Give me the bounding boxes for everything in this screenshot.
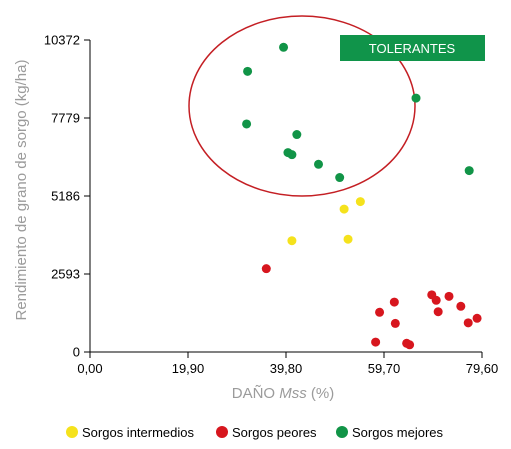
data-point xyxy=(472,313,482,323)
data-point xyxy=(389,297,399,307)
data-point xyxy=(292,130,302,140)
y-tick-label: 2593 xyxy=(51,267,80,282)
x-ticks: 0,00 19,90 39,80 59,70 79,60 xyxy=(77,352,498,376)
data-point xyxy=(390,318,400,328)
data-point xyxy=(371,337,381,347)
x-tick-label: 19,90 xyxy=(172,361,205,376)
data-point xyxy=(411,93,421,103)
legend: Sorgos intermedios Sorgos peores Sorgos me… xyxy=(66,425,444,440)
data-point xyxy=(261,264,271,274)
tolerantes-badge xyxy=(340,35,485,61)
data-point xyxy=(242,119,252,129)
y-tick-label: 10372 xyxy=(44,33,80,48)
y-tick-label: 0 xyxy=(73,345,80,360)
y-tick-label: 7779 xyxy=(51,111,80,126)
data-point xyxy=(444,291,454,301)
x-tick-label: 79,60 xyxy=(466,361,499,376)
data-point xyxy=(464,166,474,176)
data-point xyxy=(431,295,441,305)
y-ticks: 0 2593 5186 7779 10372 xyxy=(44,33,90,360)
data-points xyxy=(242,42,482,350)
tolerantes-badge-label: TOLERANTES xyxy=(369,41,456,56)
legend-label: Sorgos peores xyxy=(232,425,317,440)
legend-label: Sorgos mejores xyxy=(352,425,444,440)
data-point xyxy=(375,307,385,317)
data-point xyxy=(314,159,324,169)
y-tick-label: 5186 xyxy=(51,189,80,204)
data-point xyxy=(279,42,289,52)
data-point xyxy=(463,318,473,328)
tolerant-group-ellipse xyxy=(188,15,416,197)
data-point xyxy=(335,173,345,183)
legend-marker xyxy=(336,426,348,438)
data-point xyxy=(243,66,253,76)
data-point xyxy=(405,340,415,350)
x-tick-label: 0,00 xyxy=(77,361,102,376)
data-point xyxy=(339,204,349,214)
y-axis-title: Rendimiento de grano de sorgo (kg/ha) xyxy=(13,60,30,321)
legend-marker xyxy=(66,426,78,438)
x-tick-label: 59,70 xyxy=(368,361,401,376)
x-axis-title: DAÑO Mss (%) xyxy=(232,385,335,402)
legend-label: Sorgos intermedios xyxy=(82,425,194,440)
data-point xyxy=(287,150,297,160)
data-point xyxy=(433,307,443,317)
data-point xyxy=(355,197,365,207)
data-point xyxy=(287,236,297,246)
x-tick-label: 39,80 xyxy=(270,361,303,376)
data-point xyxy=(456,301,466,311)
data-point xyxy=(343,234,353,244)
legend-marker xyxy=(216,426,228,438)
